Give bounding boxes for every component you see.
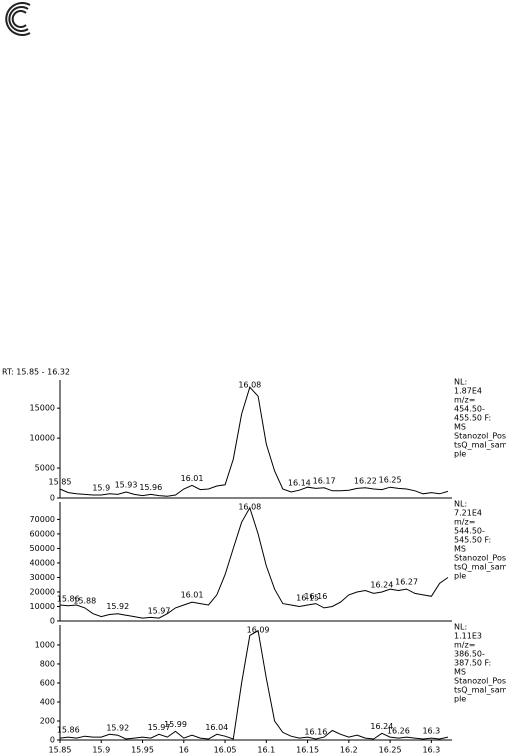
x-tick-label: 15.95	[131, 746, 154, 755]
x-tick-label: 16.2	[340, 746, 358, 755]
y-tick-label: 0	[50, 494, 55, 503]
trace-info: MS	[454, 545, 466, 554]
trace-info: ple	[454, 450, 466, 459]
trace-info: 545.50 F:	[454, 536, 491, 545]
trace-info: Stanozol_Pos	[454, 677, 506, 686]
trace-info: NL:	[454, 623, 467, 632]
peak-label: 16.01	[181, 474, 204, 483]
y-tick-label: 40000	[30, 558, 55, 567]
trace-info: 455.50 F:	[454, 414, 491, 423]
peak-label: 15.93	[115, 481, 138, 490]
y-tick-label: 600	[40, 678, 55, 687]
trace	[59, 629, 449, 740]
trace-info: m/z=	[454, 518, 475, 527]
peak-label: 15.86	[57, 726, 80, 735]
peak-label: 16.01	[181, 591, 204, 600]
y-tick-label: 10000	[30, 602, 55, 611]
x-tick-label: 16.05	[214, 746, 237, 755]
peak-label: 15.86	[57, 594, 80, 603]
trace-info: tsQ_mal_sam	[454, 563, 506, 572]
peak-label: 15.92	[106, 724, 129, 733]
trace-info: Stanozol_Pos	[454, 554, 506, 563]
y-tick-label: 15000	[30, 404, 55, 413]
y-tick-label: 800	[40, 659, 55, 668]
peak-label: 16.09	[247, 626, 270, 635]
trace-info: NL:	[454, 500, 467, 509]
y-tick-label: 0	[50, 617, 55, 626]
y-tick-label: 50000	[30, 544, 55, 553]
peak-label: 16.04	[205, 723, 228, 732]
peak-label: 16.3	[422, 727, 440, 736]
trace-info: 1.11E3	[454, 632, 482, 641]
peak-label: 16.24	[370, 722, 393, 731]
trace	[59, 506, 449, 619]
trace-info: 1.87E4	[454, 387, 482, 396]
peak-label: 15.99	[164, 720, 187, 729]
x-tick-label: 15.9	[92, 746, 110, 755]
trace-info: 454.50-	[454, 405, 485, 414]
trace-info: m/z=	[454, 641, 475, 650]
x-tick-label: 16.1	[257, 746, 275, 755]
y-tick-label: 0	[50, 736, 55, 745]
y-tick-label: 200	[40, 716, 55, 725]
trace-info: 386.50-	[454, 650, 485, 659]
peak-label: 16.24	[370, 580, 393, 589]
x-tick-label: 16.25	[379, 746, 402, 755]
peak-label: 15.97	[148, 723, 171, 732]
peak-label: 16.27	[395, 578, 418, 587]
peak-label: 16.16	[304, 592, 327, 601]
peak-label: 16.16	[304, 728, 327, 737]
range-label: RT: 15.85 - 16.32	[2, 368, 70, 377]
trace	[59, 386, 449, 497]
peak-label: 16.15	[296, 594, 319, 603]
trace-info: tsQ_mal_sam	[454, 686, 506, 695]
y-tick-label: 400	[40, 697, 55, 706]
x-tick-label: 16	[179, 746, 189, 755]
y-tick-label: 30000	[30, 573, 55, 582]
y-tick-label: 60000	[30, 529, 55, 538]
trace-info: 387.50 F:	[454, 659, 491, 668]
trace-info: NL:	[454, 378, 467, 387]
peak-label: 16.26	[387, 727, 410, 736]
x-tick-label: 16.3	[422, 746, 440, 755]
peak-label: 15.92	[106, 602, 129, 611]
peak-label: 16.14	[288, 479, 311, 488]
peak-label: 15.85	[49, 478, 72, 487]
peak-label: 15.96	[139, 483, 162, 492]
y-tick-label: 1000	[35, 640, 55, 649]
trace-info: MS	[454, 668, 466, 677]
trace-info: m/z=	[454, 396, 475, 405]
trace-info: 7.21E4	[454, 509, 482, 518]
trace-info: ple	[454, 572, 466, 581]
peak-label: 16.25	[379, 476, 402, 485]
trace-info: 544.50-	[454, 527, 485, 536]
peak-label: 16.17	[313, 476, 336, 485]
x-tick-label: 15.85	[49, 746, 72, 755]
trace-info: Stanozol_Pos	[454, 432, 506, 441]
peak-label: 15.88	[73, 596, 96, 605]
logo	[5, 2, 31, 36]
peak-label: 15.9	[92, 484, 110, 493]
y-tick-label: 10000	[30, 434, 55, 443]
peak-label: 16.08	[238, 381, 261, 390]
y-tick-label: 70000	[30, 515, 55, 524]
peak-label: 16.08	[238, 503, 261, 512]
peak-label: 15.97	[148, 607, 171, 616]
y-tick-label: 5000	[35, 464, 55, 473]
trace-info: tsQ_mal_sam	[454, 441, 506, 450]
y-tick-label: 20000	[30, 587, 55, 596]
peak-label: 16.22	[354, 476, 377, 485]
x-tick-label: 16.15	[296, 746, 319, 755]
trace-info: ple	[454, 695, 466, 704]
trace-info: MS	[454, 423, 466, 432]
